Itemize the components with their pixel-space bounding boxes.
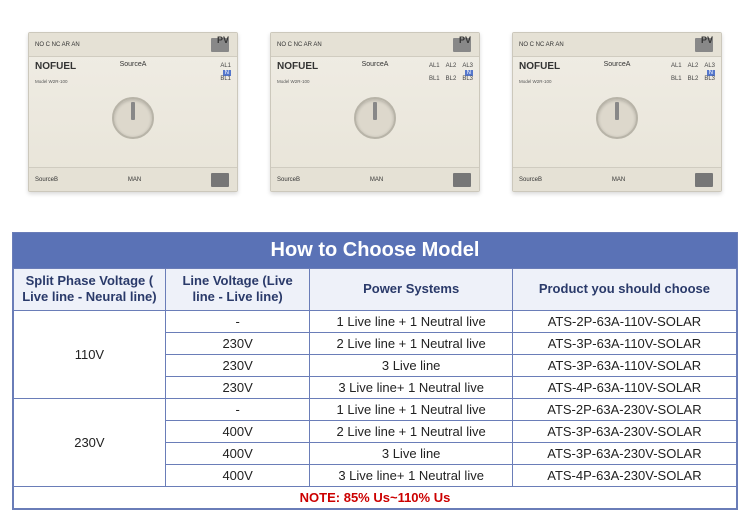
man-label: MAN — [612, 177, 625, 183]
bl1: BL1 — [429, 76, 440, 82]
product-bottom-bar: SourceB MAN — [513, 167, 721, 191]
terminal-labels: NO C NC AR AN — [35, 42, 80, 48]
table-body: 110V-1 Live line + 1 Neutral liveATS-2P-… — [14, 310, 737, 508]
product-bottom-bar: SourceB MAN — [271, 167, 479, 191]
cell-power-system: 1 Live line + 1 Neutral live — [310, 398, 512, 420]
cell-power-system: 3 Live line+ 1 Neutral live — [310, 464, 512, 486]
al-terminals: AL1 AL2 AL3 N BL1 BL2 BL3 — [429, 63, 473, 83]
col-label: Split Phase Voltage ( Live line - Neural… — [22, 273, 156, 304]
table-title: How to Choose Model — [13, 233, 737, 268]
cell-power-system: 3 Live line — [310, 442, 512, 464]
table-row: 110V-1 Live line + 1 Neutral liveATS-2P-… — [14, 310, 737, 332]
cell-split-phase: 230V — [14, 398, 166, 486]
grid-icon — [211, 173, 229, 187]
pv-label: PV — [701, 35, 713, 45]
col-line-voltage: Line Voltage (Live line - Live line) — [165, 269, 310, 311]
bl1: BL1 — [220, 76, 231, 82]
cell-power-system: 2 Live line + 1 Neutral live — [310, 420, 512, 442]
col-label: Line Voltage (Live line - Live line) — [182, 273, 292, 304]
product-top-bar: NO C NC AR AN — [513, 33, 721, 57]
col-label: Power Systems — [363, 281, 459, 296]
man-label: MAN — [370, 177, 383, 183]
col-product: Product you should choose — [512, 269, 736, 311]
al-terminals: AL1 N BL1 — [220, 63, 231, 83]
source-a-label: SourceA — [362, 61, 389, 68]
cell-line-voltage: 400V — [165, 442, 310, 464]
pv-label: PV — [217, 35, 229, 45]
model-specs: Model W2R-100 — [519, 79, 575, 84]
product-top-bar: NO C NC AR AN — [29, 33, 237, 57]
rotary-switch-icon — [354, 97, 396, 139]
al3: AL3 — [462, 63, 473, 69]
bl1: BL1 — [671, 76, 682, 82]
cell-product: ATS-2P-63A-230V-SOLAR — [512, 398, 736, 420]
cell-power-system: 3 Live line+ 1 Neutral live — [310, 376, 512, 398]
cell-product: ATS-3P-63A-230V-SOLAR — [512, 420, 736, 442]
al2: AL2 — [688, 63, 699, 69]
cell-product: ATS-3P-63A-110V-SOLAR — [512, 354, 736, 376]
product-photo-3: NO C NC AR AN PV NOFUEL SourceA AL1 AL2 … — [512, 32, 722, 192]
al1: AL1 — [220, 63, 231, 69]
al1: AL1 — [429, 63, 440, 69]
bl2: BL2 — [446, 76, 457, 82]
cell-product: ATS-3P-63A-230V-SOLAR — [512, 442, 736, 464]
cell-product: ATS-2P-63A-110V-SOLAR — [512, 310, 736, 332]
product-photo-2: NO C NC AR AN PV NOFUEL SourceA AL1 AL2 … — [270, 32, 480, 192]
bl3: BL3 — [704, 76, 715, 82]
col-split-phase: Split Phase Voltage ( Live line - Neural… — [14, 269, 166, 311]
al3: AL3 — [704, 63, 715, 69]
source-a-label: SourceA — [120, 61, 147, 68]
cell-power-system: 3 Live line — [310, 354, 512, 376]
product-top-bar: NO C NC AR AN — [271, 33, 479, 57]
product-body: NOFUEL SourceA AL1 AL2 AL3 N BL1 BL2 BL3… — [513, 57, 721, 167]
grid-icon — [453, 173, 471, 187]
cell-product: ATS-4P-63A-110V-SOLAR — [512, 376, 736, 398]
product-body: NOFUEL SourceA AL1 N BL1 Model W2R-100 — [29, 57, 237, 167]
model-specs: Model W2R-100 — [277, 79, 333, 84]
cell-line-voltage: - — [165, 310, 310, 332]
al2: AL2 — [446, 63, 457, 69]
bl3: BL3 — [462, 76, 473, 82]
table-row: 230V-1 Live line + 1 Neutral liveATS-2P-… — [14, 398, 737, 420]
cell-line-voltage: - — [165, 398, 310, 420]
cell-power-system: 2 Live line + 1 Neutral live — [310, 332, 512, 354]
cell-line-voltage: 230V — [165, 332, 310, 354]
product-images-row: NO C NC AR AN PV NOFUEL SourceA AL1 N BL… — [12, 12, 738, 212]
cell-product: ATS-3P-63A-110V-SOLAR — [512, 332, 736, 354]
rotary-switch-icon — [596, 97, 638, 139]
model-specs: Model W2R-100 — [35, 79, 91, 84]
cell-power-system: 1 Live line + 1 Neutral live — [310, 310, 512, 332]
terminal-labels: NO C NC AR AN — [519, 42, 564, 48]
cell-product: ATS-4P-63A-230V-SOLAR — [512, 464, 736, 486]
cell-line-voltage: 400V — [165, 420, 310, 442]
table-header-row: Split Phase Voltage ( Live line - Neural… — [14, 269, 737, 311]
cell-line-voltage: 230V — [165, 376, 310, 398]
cell-line-voltage: 230V — [165, 354, 310, 376]
al1: AL1 — [671, 63, 682, 69]
source-b-label: SourceB — [35, 177, 58, 183]
man-label: MAN — [128, 177, 141, 183]
product-body: NOFUEL SourceA AL1 AL2 AL3 N BL1 BL2 BL3… — [271, 57, 479, 167]
col-power-systems: Power Systems — [310, 269, 512, 311]
product-photo-1: NO C NC AR AN PV NOFUEL SourceA AL1 N BL… — [28, 32, 238, 192]
pv-label: PV — [459, 35, 471, 45]
source-b-label: SourceB — [277, 177, 300, 183]
grid-icon — [695, 173, 713, 187]
al-terminals: AL1 AL2 AL3 N BL1 BL2 BL3 — [671, 63, 715, 83]
source-b-label: SourceB — [519, 177, 542, 183]
selection-table: Split Phase Voltage ( Live line - Neural… — [13, 268, 737, 509]
bl2: BL2 — [688, 76, 699, 82]
rotary-switch-icon — [112, 97, 154, 139]
col-label: Product you should choose — [539, 281, 710, 296]
table-note-row: NOTE: 85% Us~110% Us — [14, 486, 737, 508]
note-cell: NOTE: 85% Us~110% Us — [14, 486, 737, 508]
source-a-label: SourceA — [604, 61, 631, 68]
model-selection-table: How to Choose Model Split Phase Voltage … — [12, 232, 738, 510]
terminal-labels: NO C NC AR AN — [277, 42, 322, 48]
product-bottom-bar: SourceB MAN — [29, 167, 237, 191]
cell-line-voltage: 400V — [165, 464, 310, 486]
cell-split-phase: 110V — [14, 310, 166, 398]
